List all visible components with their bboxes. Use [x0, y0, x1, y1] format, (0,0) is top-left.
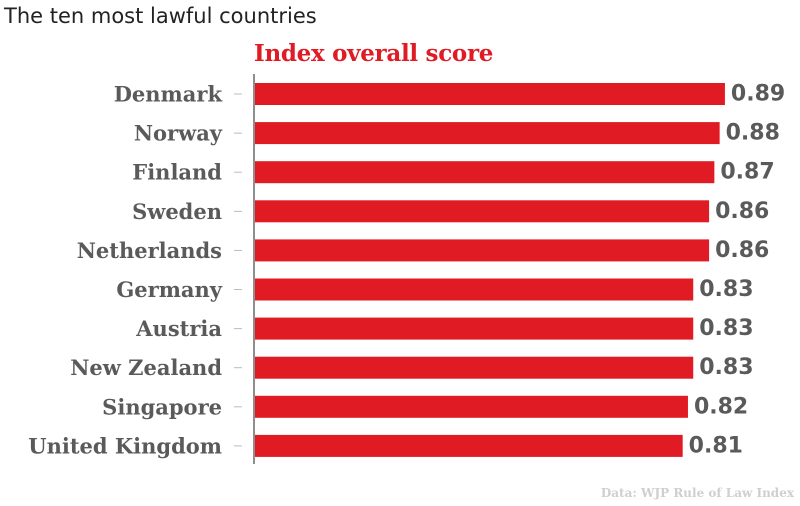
value-label: 0.83	[699, 355, 753, 380]
value-label: 0.81	[689, 433, 743, 458]
category-label: Finland	[132, 160, 222, 185]
category-label: Sweden	[132, 199, 222, 224]
bar	[255, 200, 710, 223]
bar	[255, 356, 694, 379]
bar	[255, 434, 683, 457]
bar	[255, 317, 694, 340]
value-label: 0.87	[720, 160, 774, 185]
bar	[255, 122, 720, 145]
value-label: 0.83	[699, 277, 753, 302]
category-label: Germany	[116, 277, 222, 302]
category-label: New Zealand	[70, 355, 222, 380]
category-label: Netherlands	[77, 238, 222, 263]
chart-title: The ten most lawful countries	[4, 4, 317, 28]
value-label: 0.83	[699, 316, 753, 341]
bar	[255, 395, 688, 418]
category-label: United Kingdom	[28, 433, 222, 458]
chart-subtitle: Index overall score	[254, 40, 494, 67]
category-label: Singapore	[102, 394, 222, 419]
category-label: Denmark	[114, 82, 223, 107]
value-label: 0.86	[715, 199, 769, 224]
bar	[255, 278, 694, 301]
category-label: Austria	[135, 316, 222, 341]
category-label: Norway	[134, 121, 223, 146]
value-label: 0.86	[715, 238, 769, 263]
value-label: 0.82	[694, 394, 748, 419]
value-label: 0.89	[731, 82, 785, 107]
source-note: Data: WJP Rule of Law Index	[600, 486, 794, 500]
bar	[255, 83, 725, 105]
bar	[255, 239, 710, 262]
value-label: 0.88	[726, 121, 780, 146]
bar	[255, 161, 715, 184]
